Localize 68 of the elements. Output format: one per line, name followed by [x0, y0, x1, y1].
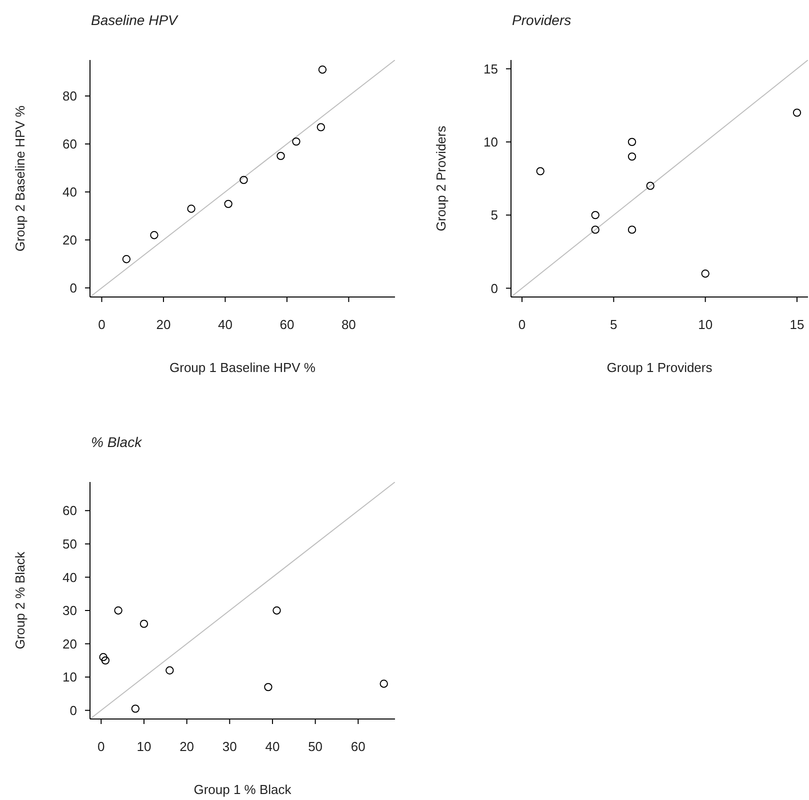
x-tick-label: 0	[518, 317, 526, 332]
point	[591, 210, 600, 220]
y-tick-label: 20	[62, 232, 77, 248]
point	[122, 255, 131, 264]
x-tick-label: 20	[180, 739, 194, 754]
point	[380, 680, 388, 688]
x-axis-title: Group 1 Providers	[606, 360, 713, 375]
point	[264, 682, 272, 692]
x-tick-label: 60	[280, 317, 294, 332]
x-tick-label: 40	[265, 739, 280, 754]
y-tick-label: 80	[62, 88, 77, 104]
chart-title: Baseline HPV	[91, 12, 178, 28]
y-tick-label: 10	[62, 670, 77, 685]
y-tick-label: 40	[62, 570, 77, 585]
point	[701, 269, 710, 278]
point	[99, 652, 108, 662]
y-tick-label: 0	[490, 280, 498, 296]
point	[187, 204, 196, 213]
chart-title: % Black	[91, 434, 142, 450]
y-tick-label: 10	[484, 134, 498, 150]
x-tick-label: 60	[350, 739, 366, 754]
x-tick-label: 5	[610, 317, 618, 332]
point	[150, 231, 158, 240]
y-tick-label: 5	[490, 208, 498, 223]
point	[131, 704, 140, 713]
y-tick-label: 0	[70, 702, 77, 718]
y-tick-label: 60	[62, 136, 77, 152]
y-tick-label: 15	[484, 61, 498, 76]
x-tick-label: 20	[156, 317, 171, 332]
point	[792, 108, 802, 117]
x-axis-title: Group 1 Baseline HPV %	[170, 360, 316, 375]
point	[272, 606, 281, 615]
point	[628, 152, 636, 161]
x-tick-label: 0	[98, 317, 106, 332]
y-axis-title: Group 2 % Black	[12, 551, 28, 650]
point	[628, 226, 636, 234]
y-tick-label: 50	[62, 536, 77, 552]
x-tick-label: 10	[698, 317, 713, 332]
x-tick-label: 15	[790, 317, 804, 332]
point	[292, 137, 300, 146]
y-tick-label: 40	[62, 184, 77, 200]
point	[140, 620, 148, 628]
x-axis-title: Group 1 % Black	[194, 782, 292, 797]
chart-title: Providers	[512, 12, 572, 28]
point	[646, 182, 654, 190]
y-axis-title: Group 2 Providers	[434, 125, 448, 232]
x-tick-label: 0	[98, 739, 105, 754]
point	[224, 200, 232, 208]
x-tick-label: 80	[341, 317, 356, 332]
y-axis-title: Group 2 Baseline HPV %	[12, 105, 28, 252]
point	[114, 606, 122, 615]
y-tick-label: 30	[62, 603, 77, 618]
point	[166, 666, 174, 674]
y-tick-label: 20	[62, 636, 77, 652]
point	[318, 65, 327, 74]
point	[101, 656, 110, 665]
point	[536, 167, 544, 176]
x-tick-label: 50	[308, 739, 323, 754]
x-tick-label: 10	[136, 739, 152, 754]
point	[276, 152, 285, 160]
point	[628, 138, 636, 146]
x-tick-label: 30	[222, 739, 237, 754]
x-tick-label: 40	[218, 317, 232, 332]
point	[316, 123, 326, 132]
y-tick-label: 0	[70, 280, 77, 296]
y-tick-label: 60	[62, 503, 77, 518]
point	[591, 226, 600, 234]
point	[240, 176, 248, 184]
